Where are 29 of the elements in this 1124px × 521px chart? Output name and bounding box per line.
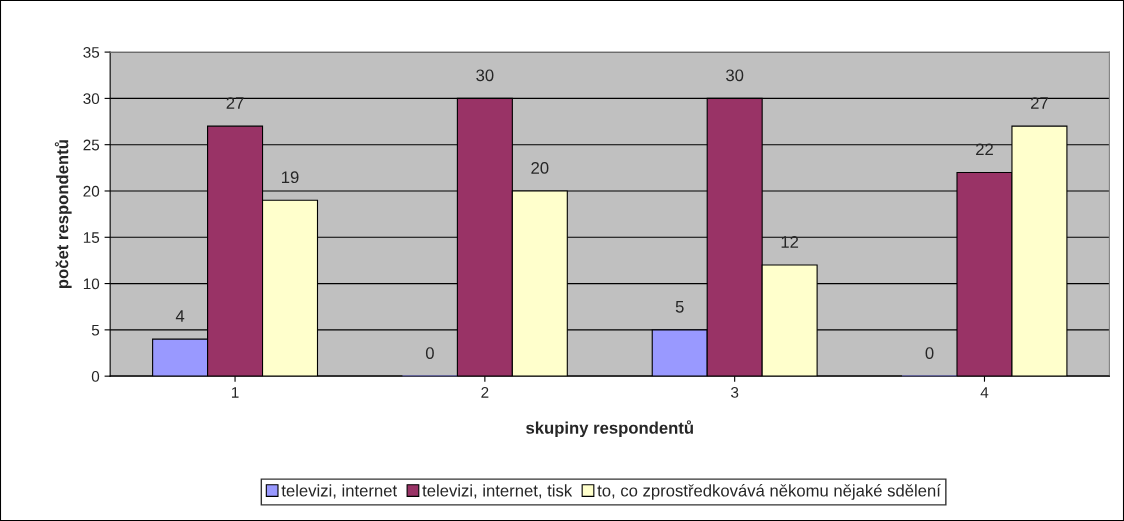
- data-label: 0: [925, 347, 934, 359]
- legend-label: to, co zprostředkovává někomu nějaké sdělení: [597, 484, 941, 500]
- y-tick-label: 35: [83, 46, 100, 58]
- data-label: 19: [282, 171, 299, 184]
- y-tick-label: 30: [83, 93, 100, 105]
- y-tick-label: 15: [83, 232, 100, 243]
- data-label: 22: [976, 143, 993, 156]
- legend-label: televizi, internet: [281, 484, 397, 499]
- x-tick-label: 2: [481, 386, 489, 398]
- legend-label: televizi, internet, tisk: [422, 484, 573, 499]
- data-label: 27: [1031, 97, 1048, 109]
- x-axis-title: skupiny respondentů: [526, 420, 693, 438]
- x-tick-label: 1: [231, 387, 239, 398]
- data-label: 20: [531, 162, 549, 174]
- y-tick-label: 10: [83, 278, 100, 290]
- x-tick-label: 4: [980, 387, 989, 398]
- y-tick-label: 0: [91, 371, 100, 382]
- y-tick-label: 5: [91, 324, 100, 336]
- data-label: 30: [476, 69, 494, 82]
- x-tick-label: 3: [731, 386, 739, 398]
- data-label: 0: [425, 347, 434, 359]
- data-label: 30: [726, 69, 744, 82]
- y-axis-title: počet respondentů: [54, 140, 72, 289]
- data-label: 4: [175, 310, 185, 322]
- y-tick-label: 25: [83, 139, 100, 151]
- y-tick-label: 20: [83, 185, 100, 197]
- data-label: 27: [226, 97, 244, 109]
- data-label: 5: [675, 301, 684, 313]
- data-label: 12: [781, 236, 799, 248]
